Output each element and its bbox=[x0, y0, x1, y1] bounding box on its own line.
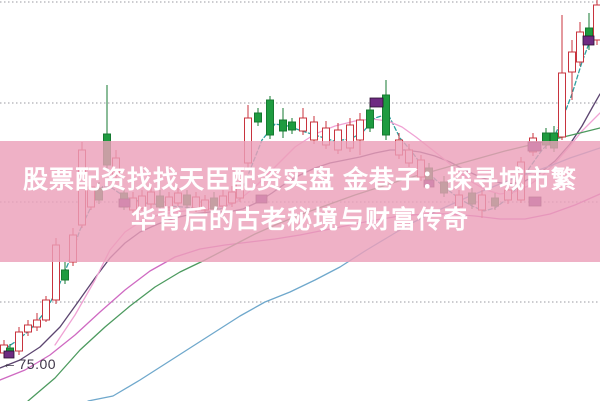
price-marker-label: ← 75.00 bbox=[2, 355, 56, 372]
banner-text-line-1: 股票配资找找天臣配资实盘 金巷子：探寻城市繁 bbox=[23, 165, 577, 194]
banner-text-line-2: 华背后的古老秘境与财富传奇 bbox=[130, 205, 469, 234]
price-value: 75.00 bbox=[18, 355, 57, 372]
left-arrow-icon: ← bbox=[2, 355, 18, 372]
overlay-banner: 股票配资找找天臣配资实盘 金巷子：探寻城市繁 华背后的古老秘境与财富传奇 bbox=[0, 141, 600, 262]
